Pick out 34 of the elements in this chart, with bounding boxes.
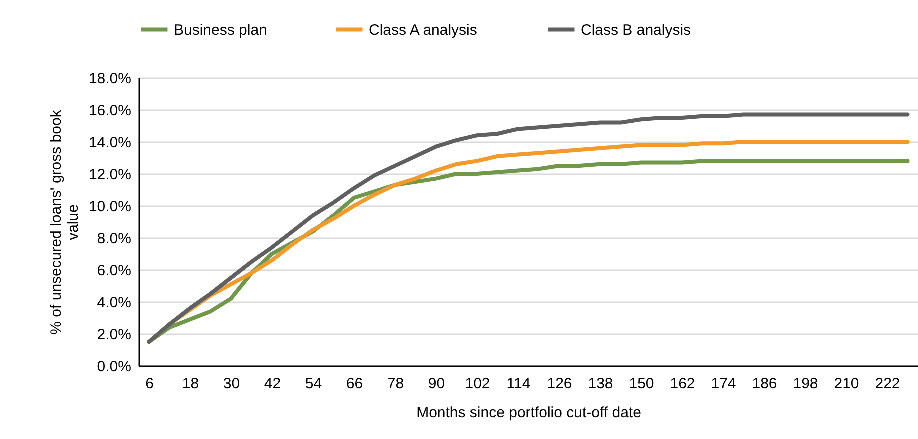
x-tick-label: 66 [346,376,364,392]
x-tick-label: 138 [588,376,614,392]
legend-label: Business plan [174,22,268,39]
x-tick-label: 78 [387,376,404,392]
x-axis-title: Months since portfolio cut-off date [416,404,642,422]
x-tick-label: 222 [875,376,900,392]
x-tick-label: 210 [834,376,860,392]
x-tick-label: 42 [264,376,282,392]
x-tick-label: 102 [465,376,490,392]
legend-label: Class B analysis [581,22,692,39]
y-tick-label: 16.0% [88,102,132,120]
x-tick-label: 126 [547,376,572,392]
x-tick-label: 54 [305,376,322,392]
y-tick-label: 10.0% [88,198,132,216]
legend-label: Class A analysis [369,22,478,39]
y-tick-label: 6.0% [97,262,132,280]
x-tick-label: 90 [428,376,446,392]
y-axis-title: % of unsecured loans' gross book value [48,110,82,335]
x-tick-label: 6 [146,376,154,392]
x-tick-label: 150 [629,376,654,392]
x-tick-label: 186 [752,376,778,392]
y-tick-label: 2.0% [97,326,132,344]
x-tick-label: 174 [711,376,736,392]
y-tick-label: 0.0% [97,358,132,376]
x-tick-label: 18 [182,376,200,392]
x-tick-label: 162 [670,376,696,392]
y-tick-label: 8.0% [97,230,132,248]
y-tick-label: 14.0% [88,134,132,152]
x-tick-label: 30 [223,376,240,392]
x-tick-label: 114 [506,376,531,392]
y-tick-label: 4.0% [97,294,132,312]
y-tick-label: 12.0% [88,166,132,184]
y-tick-label: 18.0% [88,70,132,88]
x-tick-label: 198 [793,376,818,392]
